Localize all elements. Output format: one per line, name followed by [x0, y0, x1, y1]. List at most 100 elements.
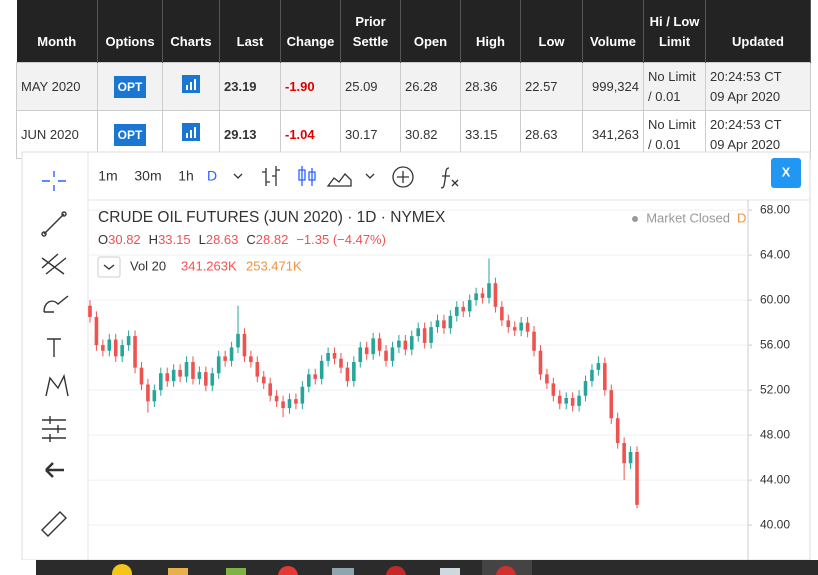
app-icon[interactable]	[496, 566, 516, 575]
column-header: Charts	[162, 0, 220, 63]
chart-button[interactable]	[182, 122, 200, 141]
last-cell: 29.13	[219, 110, 281, 159]
updated-time: 20:24:53 CT	[710, 68, 782, 84]
fib-tool[interactable]	[41, 253, 67, 275]
candle-body	[281, 401, 285, 409]
candle-body	[622, 443, 626, 464]
updated-cell: 20:24:53 CT 09 Apr 2020	[705, 110, 811, 159]
chart-icon-bar	[186, 84, 188, 90]
candle-body	[538, 350, 543, 375]
y-tick-label: 56.00	[760, 337, 790, 351]
app-icon[interactable]	[386, 566, 406, 575]
pattern-tool[interactable]	[45, 373, 69, 397]
indicators-button[interactable]	[440, 167, 459, 189]
candle-body	[500, 306, 504, 321]
y-tick-label: 68.00	[760, 202, 790, 216]
style-menu[interactable]	[365, 173, 375, 179]
compare-button[interactable]	[392, 166, 414, 188]
updated-date: 09 Apr 2020	[710, 88, 781, 104]
candle-body	[384, 350, 388, 361]
status-dot	[632, 216, 638, 222]
candle-body	[525, 322, 530, 332]
candle-body	[493, 283, 498, 307]
low-cell: 28.63	[520, 110, 583, 159]
app-icon[interactable]	[332, 568, 354, 575]
candle-body	[512, 327, 517, 331]
area-style[interactable]	[326, 173, 352, 187]
close-button-label[interactable]: X	[782, 164, 791, 179]
interval-button[interactable]: D	[207, 168, 217, 184]
ohlc-value: 30.82	[108, 232, 141, 247]
candle-body	[313, 374, 318, 379]
candles-style[interactable]	[298, 166, 316, 186]
column-header: Hi / Low Limit	[643, 0, 706, 63]
candle-body	[107, 339, 112, 351]
candle-body	[635, 452, 639, 505]
candle-body	[519, 322, 523, 331]
candle-body	[126, 336, 131, 346]
brush-tool[interactable]	[43, 295, 69, 313]
app-icon[interactable]	[440, 568, 460, 575]
candle-body	[178, 369, 182, 377]
candle-body	[274, 395, 279, 402]
column-header: Open	[400, 0, 461, 63]
candle-body	[165, 373, 170, 382]
opt-button[interactable]: OPT	[113, 75, 147, 98]
table-row: MAY 2020 OPT 23.19 -1.90 25.09 26.28 28.36 22.5…	[16, 62, 811, 111]
column-header: Month	[16, 0, 98, 63]
column-header: Change	[280, 0, 341, 63]
interval-button[interactable]: 1m	[98, 168, 117, 184]
app-icon[interactable]	[112, 564, 132, 575]
candle-body	[564, 398, 569, 404]
interval-menu[interactable]	[233, 173, 243, 179]
prior-settle-cell: 25.09	[340, 62, 401, 111]
limit-cell: No Limit / 0.01	[643, 110, 706, 159]
crosshair-tool[interactable]	[42, 171, 66, 191]
charts-cell	[162, 62, 220, 111]
candle-body	[397, 340, 401, 348]
candles	[88, 258, 639, 509]
candle-body	[158, 373, 163, 391]
candle-body	[403, 340, 408, 350]
chart-icon-bar	[190, 129, 192, 138]
text-tool[interactable]	[47, 338, 61, 357]
candle-body	[133, 336, 137, 368]
app-icon[interactable]	[226, 568, 246, 575]
close-button[interactable]	[771, 158, 801, 188]
chart-button[interactable]	[182, 74, 200, 93]
legend-toggle-icon	[103, 264, 115, 270]
bars-style[interactable]	[262, 166, 280, 186]
candle-body	[261, 376, 266, 384]
app-icon[interactable]	[278, 566, 298, 575]
charts-cell	[162, 110, 220, 159]
candle-body	[577, 395, 581, 406]
app-icon[interactable]	[168, 568, 188, 575]
legend-toggle[interactable]	[97, 256, 121, 278]
column-header: Volume	[582, 0, 644, 63]
y-tick-label: 52.00	[760, 382, 790, 396]
line-tool[interactable]	[43, 213, 65, 235]
candle-body	[287, 399, 292, 409]
widget-frame	[21, 151, 811, 561]
prediction-tool[interactable]	[42, 416, 66, 442]
column-header: Prior Settle	[340, 0, 401, 63]
candle-body	[532, 331, 536, 351]
opt-button[interactable]: OPT	[113, 123, 147, 146]
back-tool[interactable]	[45, 462, 64, 478]
ohlc-legend: O30.82 H33.15 L28.63 C28.82 −1.35 (−4.47%)	[98, 232, 386, 247]
candle-body	[442, 320, 446, 329]
header-row: Month Options Charts Last Change Prior Settle…	[16, 0, 811, 63]
candle-body	[223, 356, 227, 361]
candle-body	[448, 315, 453, 329]
chart-title: CRUDE OIL FUTURES (JUN 2020) · 1D · NYME…	[98, 209, 446, 226]
candle-body	[255, 362, 260, 377]
ruler-tool[interactable]	[41, 511, 67, 537]
y-tick-label: 44.00	[760, 472, 790, 486]
interval-button[interactable]: 30m	[134, 168, 161, 184]
ohlc-key: L	[199, 232, 206, 247]
candle-body	[307, 374, 311, 387]
interval-button[interactable]: 1h	[178, 168, 194, 184]
candle-body	[352, 362, 356, 382]
y-tick-label: 60.00	[760, 292, 790, 306]
market-status: Market Closed	[646, 210, 730, 225]
